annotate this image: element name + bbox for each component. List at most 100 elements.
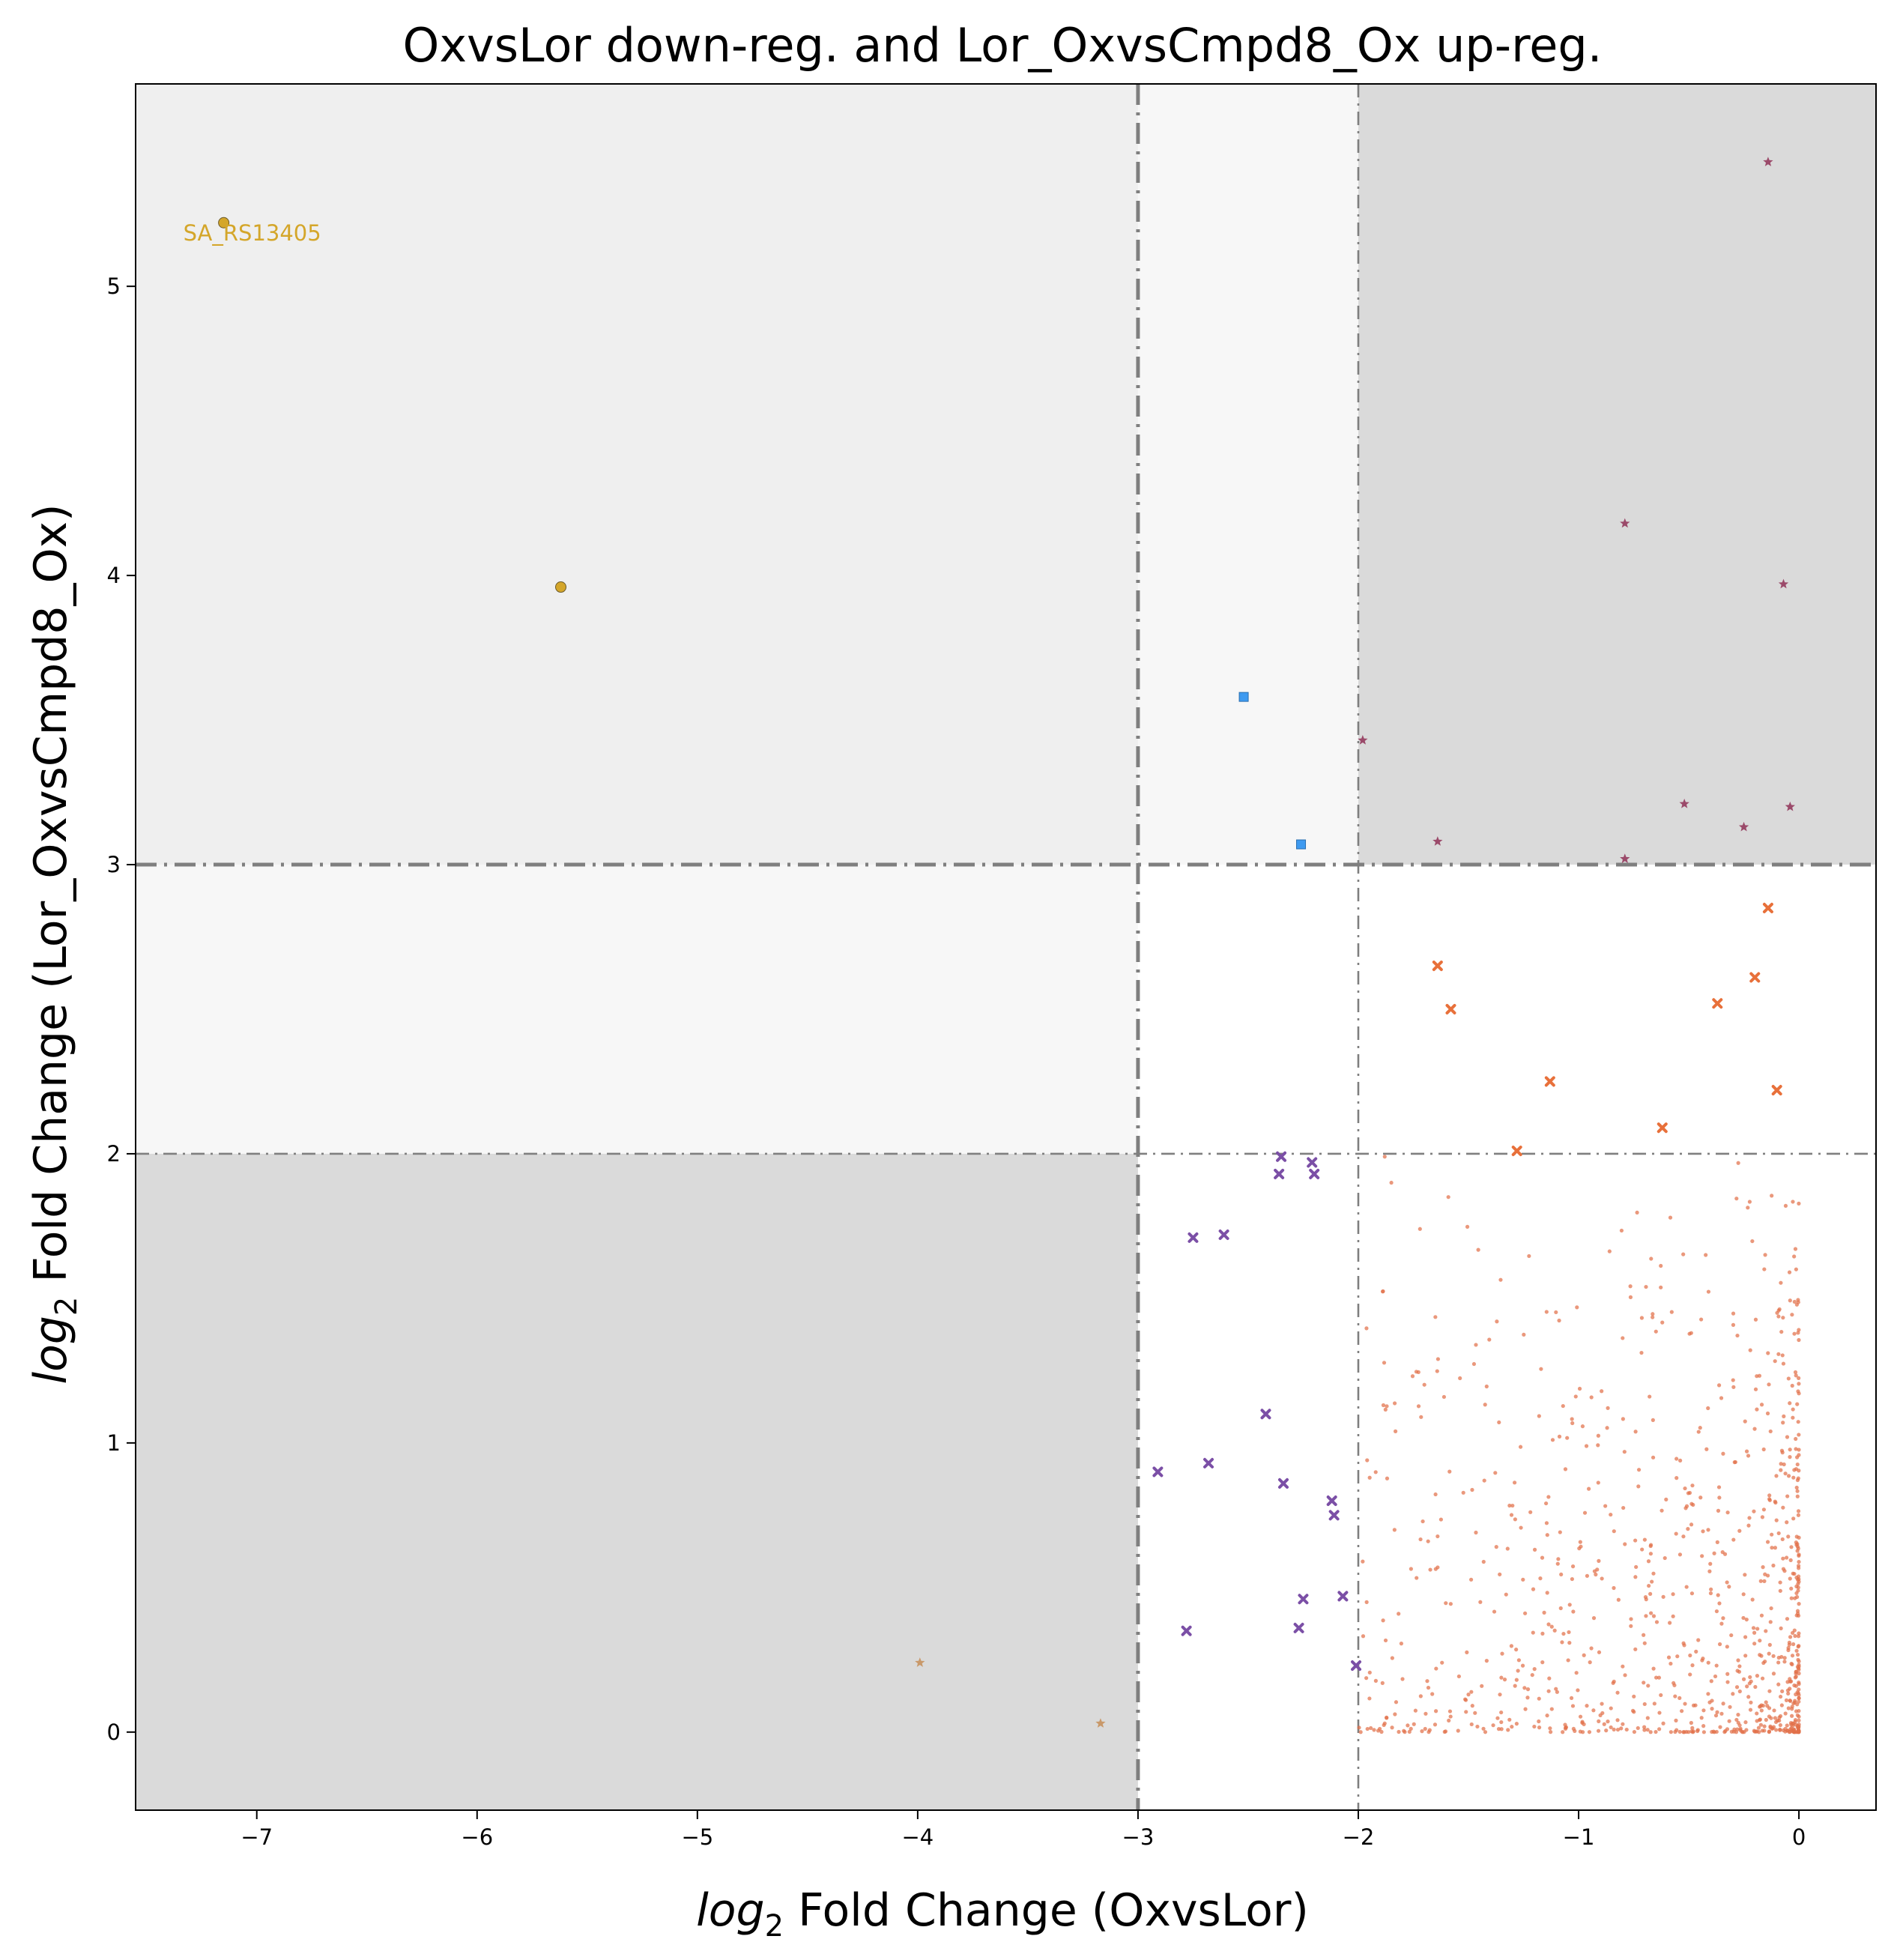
background-gene-point bbox=[1781, 1421, 1785, 1425]
background-gene-point bbox=[1728, 1705, 1732, 1709]
background-gene-point bbox=[1600, 1702, 1604, 1706]
background-gene-point bbox=[1689, 1331, 1693, 1335]
background-gene-point bbox=[1706, 1692, 1710, 1696]
background-gene-point bbox=[1639, 1350, 1644, 1355]
background-gene-point bbox=[1797, 1559, 1801, 1564]
background-gene-point bbox=[1664, 1497, 1668, 1501]
background-gene-point bbox=[1779, 1626, 1783, 1630]
background-gene-point bbox=[1545, 1533, 1549, 1537]
background-gene-point bbox=[1522, 1686, 1527, 1690]
background-gene-point bbox=[1778, 1580, 1782, 1585]
background-gene-point bbox=[1760, 1676, 1765, 1681]
background-gene-point bbox=[1797, 1566, 1801, 1570]
background-gene-point bbox=[1597, 1719, 1601, 1723]
background-gene-point bbox=[1784, 1555, 1789, 1560]
background-gene-point bbox=[1531, 1587, 1536, 1591]
background-gene-point bbox=[1731, 1692, 1735, 1696]
background-gene-point bbox=[1630, 1708, 1636, 1713]
background-gene-point bbox=[1674, 1718, 1678, 1722]
background-gene-point bbox=[1797, 1376, 1801, 1380]
background-gene-point bbox=[1707, 1569, 1712, 1573]
background-gene-point bbox=[1600, 1576, 1604, 1581]
gene-point-x-3-3 bbox=[1712, 998, 1723, 1009]
background-gene-point bbox=[1571, 1609, 1576, 1614]
background-gene-point bbox=[1731, 1729, 1736, 1734]
background-gene-point bbox=[1648, 1552, 1653, 1556]
background-gene-point bbox=[1379, 1729, 1384, 1734]
background-gene-point bbox=[1532, 1724, 1537, 1729]
background-gene-point bbox=[1791, 1407, 1795, 1412]
background-gene-point bbox=[1725, 1580, 1729, 1585]
background-gene-point bbox=[1797, 1553, 1801, 1558]
background-gene-point bbox=[1594, 1572, 1598, 1577]
background-gene-point bbox=[1528, 1510, 1533, 1514]
background-gene-point bbox=[1791, 1727, 1796, 1731]
y-tick-label: 5 bbox=[107, 273, 121, 299]
background-gene-point bbox=[1397, 1729, 1401, 1734]
background-gene-point bbox=[1788, 1576, 1792, 1581]
background-gene-point bbox=[1561, 1730, 1565, 1734]
background-gene-point bbox=[1633, 1538, 1638, 1543]
background-gene-point bbox=[1699, 1716, 1704, 1720]
background-gene-point bbox=[1725, 1672, 1730, 1676]
gene-point-x-3-5 bbox=[1544, 1076, 1555, 1087]
background-gene-point bbox=[1481, 1726, 1486, 1731]
background-gene-point bbox=[1760, 1515, 1764, 1519]
background-gene-point bbox=[1443, 1729, 1448, 1734]
background-gene-point bbox=[1415, 1576, 1419, 1580]
background-gene-point bbox=[1782, 1660, 1787, 1664]
y-tick-label: 2 bbox=[107, 1141, 121, 1167]
background-gene-point bbox=[1671, 1592, 1675, 1597]
y-tick-label: 0 bbox=[107, 1719, 121, 1745]
background-gene-point bbox=[1425, 1679, 1429, 1684]
background-gene-point bbox=[1717, 1642, 1722, 1647]
background-gene-point bbox=[1797, 1602, 1801, 1606]
background-gene-point bbox=[1621, 1336, 1625, 1340]
background-gene-point bbox=[1385, 1476, 1390, 1480]
background-gene-point bbox=[1495, 1716, 1500, 1720]
background-gene-point bbox=[1771, 1672, 1776, 1676]
background-gene-point bbox=[1475, 1724, 1480, 1729]
background-gene-point bbox=[1671, 1614, 1675, 1618]
background-gene-point bbox=[1447, 1709, 1453, 1714]
background-gene-point bbox=[1645, 1716, 1650, 1720]
background-gene-point bbox=[1579, 1544, 1583, 1549]
background-gene-point bbox=[1741, 1677, 1746, 1681]
background-gene-point bbox=[1481, 1559, 1486, 1564]
gene-point-x-3-7 bbox=[1657, 1122, 1668, 1134]
background-gene-point bbox=[1674, 1457, 1679, 1461]
background-gene-point bbox=[1600, 1711, 1605, 1716]
background-gene-point bbox=[1689, 1720, 1693, 1725]
gene-point-x-4-12 bbox=[1337, 1591, 1349, 1602]
background-gene-point bbox=[1447, 1718, 1451, 1723]
background-gene-point bbox=[1668, 1661, 1673, 1666]
background-gene-point bbox=[1513, 1684, 1517, 1688]
background-gene-point bbox=[1792, 1683, 1797, 1688]
background-gene-point bbox=[1427, 1728, 1432, 1732]
y-axis-label: log2 Fold Change (Lor_OxvsCmpd8_Ox) bbox=[25, 503, 84, 1384]
background-gene-point bbox=[1500, 1651, 1504, 1656]
background-gene-point bbox=[1716, 1485, 1722, 1489]
background-gene-point bbox=[1585, 1704, 1589, 1708]
background-gene-point bbox=[1612, 1585, 1616, 1591]
background-gene-point bbox=[1780, 1689, 1785, 1693]
background-gene-point bbox=[1686, 1527, 1690, 1531]
background-gene-point bbox=[1651, 1666, 1656, 1671]
background-gene-point bbox=[1780, 1353, 1785, 1358]
background-gene-point bbox=[1786, 1648, 1791, 1653]
background-gene-point bbox=[1419, 1415, 1424, 1419]
background-gene-point bbox=[1531, 1630, 1535, 1635]
background-gene-point bbox=[1657, 1711, 1662, 1715]
y-axis-label-rest: Fold Change (Lor_OxvsCmpd8_Ox) bbox=[25, 503, 77, 1296]
x-tick-label: −3 bbox=[1122, 1824, 1155, 1850]
background-gene-point bbox=[1465, 1224, 1470, 1229]
background-gene-point bbox=[1677, 1729, 1682, 1734]
background-gene-point bbox=[1706, 1660, 1710, 1665]
background-gene-point bbox=[1764, 1717, 1768, 1722]
background-gene-point bbox=[1578, 1714, 1583, 1719]
background-gene-point bbox=[1389, 1180, 1394, 1185]
background-gene-point bbox=[1409, 1567, 1413, 1571]
background-gene-point bbox=[1426, 1539, 1430, 1543]
background-gene-point bbox=[1778, 1694, 1783, 1699]
background-gene-point bbox=[1736, 1658, 1740, 1663]
